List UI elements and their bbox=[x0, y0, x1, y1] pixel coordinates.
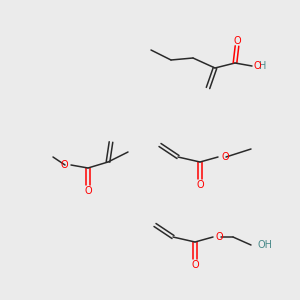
Text: O: O bbox=[196, 180, 204, 190]
Text: O: O bbox=[253, 61, 261, 71]
Text: O: O bbox=[191, 260, 199, 270]
Text: O: O bbox=[233, 36, 241, 46]
Text: O: O bbox=[216, 232, 224, 242]
Text: H: H bbox=[259, 61, 266, 71]
Text: O: O bbox=[221, 152, 229, 162]
Text: OH: OH bbox=[258, 240, 273, 250]
Text: O: O bbox=[84, 186, 92, 196]
Text: O: O bbox=[60, 160, 68, 170]
